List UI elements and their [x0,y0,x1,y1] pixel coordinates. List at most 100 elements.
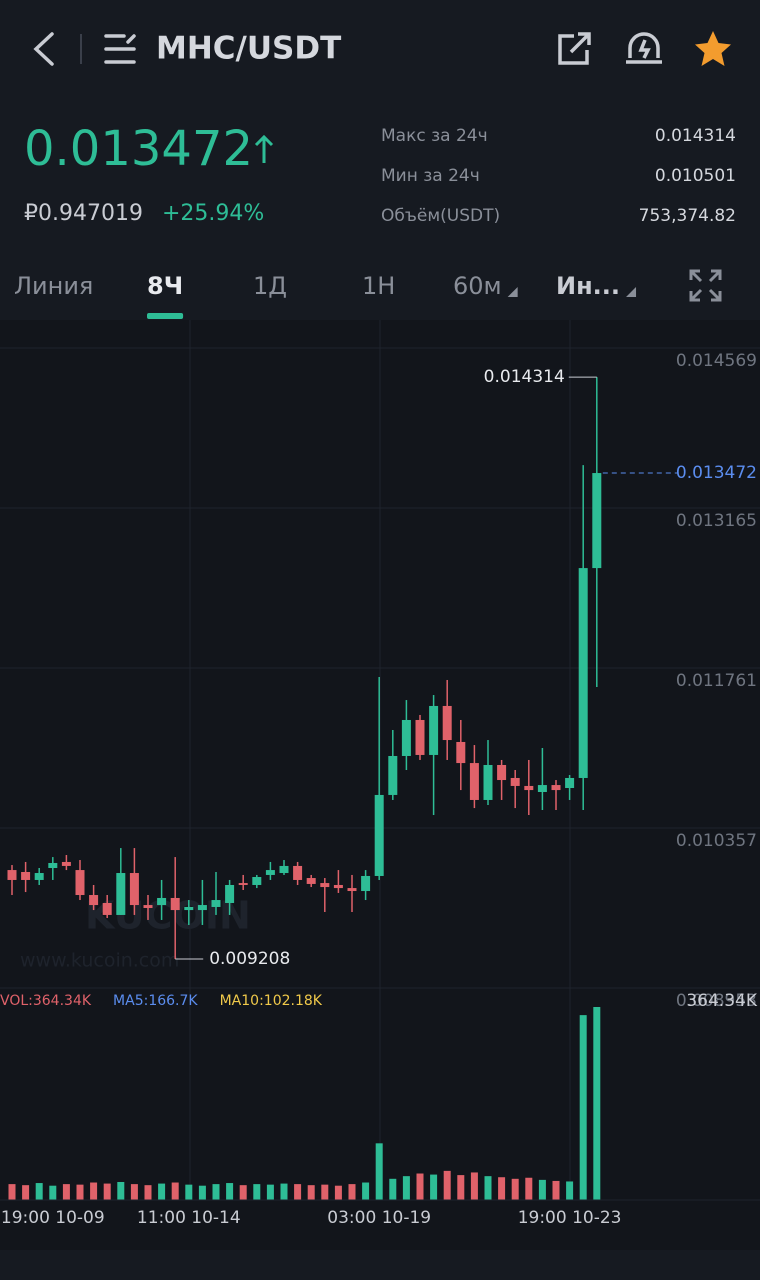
volume-bar [49,1185,57,1200]
volume-bar [198,1185,206,1200]
candle-body [401,719,411,756]
volume-bar [525,1177,533,1200]
volume-bar [457,1175,465,1200]
volume-bar [22,1185,30,1200]
y-tick-label: 0.010357 [676,831,757,851]
volume-bar [117,1181,125,1200]
favorite-star[interactable] [695,31,731,66]
volume-bar [443,1170,451,1200]
tab[interactable]: 60м [453,272,502,300]
volume-bar [552,1180,560,1200]
watermark-brand: KUCOIN [85,894,251,938]
stat-label: Объём(USDT) [381,206,500,226]
volume-bar [566,1181,574,1200]
volume-bar [35,1183,43,1200]
volume-legend: VOL:364.34K [0,993,92,1009]
candle-body [374,794,384,876]
candle-body [537,785,547,792]
tab[interactable]: Линия [14,272,93,300]
volume-bar [307,1185,315,1200]
stat-value: 753,374.82 [639,206,736,226]
candle-body [116,873,126,915]
volume-tick-label: 364.34K [686,991,757,1011]
candle-body [388,755,398,795]
candle-body [48,862,58,869]
candle-body [293,865,303,880]
candle-body [429,705,439,755]
volume-bar [362,1182,370,1200]
last-price-label: 0.013472 [676,463,757,483]
candle-body [143,905,153,909]
tab[interactable]: 1Д [253,272,287,300]
volume-bar [498,1177,506,1200]
candle-body [225,884,235,903]
volume-bar [158,1183,166,1200]
candle-body [497,764,507,781]
candle-body [442,705,452,741]
candle-body [333,884,343,889]
candle-body [34,873,44,880]
alert-button[interactable] [626,32,662,64]
watermark-url: www.kucoin.com [20,950,179,972]
y-tick-label: 0.014569 [676,351,757,371]
candle-body [306,878,316,884]
stats: Макс за 24ч 0.014314 Мин за 24ч 0.010501 Объ… [381,126,736,226]
volume-bar [103,1183,111,1200]
volume-bar [76,1184,84,1200]
volume-bar [239,1185,247,1200]
candle-body [592,473,602,569]
dropdown-caret [507,287,518,297]
stat-label: Макс за 24ч [381,126,488,146]
share-button[interactable] [558,32,591,65]
low-label: 0.009208 [209,949,290,969]
volume-bar [185,1184,193,1200]
stat-label: Мин за 24ч [381,166,480,186]
volume-bar [348,1184,356,1200]
candle-body [565,777,575,789]
volume-bar [511,1178,519,1200]
volume-bar [375,1143,383,1200]
volume-bar [144,1185,152,1200]
volume-bar [62,1184,70,1200]
volume-legend: MA5:166.7K [113,993,198,1009]
stat-value: 0.014314 [655,126,736,146]
pair-title[interactable]: MHC/USDT [156,31,341,67]
candle-body [21,871,31,880]
change-percent: +25.94% [162,201,264,226]
volume-bar [266,1184,274,1200]
candle-body [89,895,99,906]
volume-bar [470,1172,478,1200]
x-tick-label: 19:00 10-23 [518,1208,622,1228]
candle-body [469,763,479,800]
high-label: 0.014314 [484,367,565,387]
candle-body [415,719,425,755]
candle-body [320,883,330,888]
candle-body [102,902,112,915]
candle-body [61,861,71,866]
candle-body [238,883,248,885]
candle-body [524,785,534,791]
volume-bar [294,1184,302,1200]
fullscreen-button[interactable] [689,269,722,302]
candle-body [211,900,221,907]
candle-body [252,877,262,885]
y-tick-label: 0.008953 [676,991,757,1011]
back-button[interactable] [33,32,54,66]
candle-body [75,870,85,896]
active-tab-indicator [147,313,184,319]
stat-value: 0.010501 [655,166,736,186]
volume-bar [212,1184,220,1200]
menu-button[interactable] [104,34,136,64]
candle-body [157,897,167,906]
candle-body [265,870,275,875]
candle-body [170,897,180,911]
tab[interactable]: 8Ч [147,272,183,300]
tab[interactable]: Ин... [556,272,620,300]
volume-bar [593,1007,601,1200]
y-tick-label: 0.011761 [676,671,757,691]
last-price: 0.013472 [24,121,253,177]
candle-body [7,870,17,880]
tab[interactable]: 1Н [362,272,395,300]
up-arrow [254,134,274,163]
